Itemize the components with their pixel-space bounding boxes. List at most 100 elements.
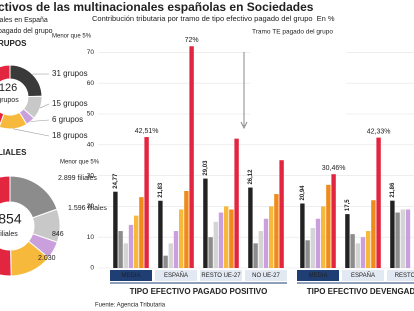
slice-label: 6 grupos	[52, 115, 83, 124]
chart-title: Contribución tributaria por tramo de tip…	[92, 14, 313, 23]
value-label: 72%	[185, 37, 199, 44]
bar	[350, 234, 355, 268]
bar	[371, 200, 376, 268]
bar	[123, 243, 128, 268]
bar	[355, 243, 360, 268]
group-label: TIPO EFECTIVO PAGADO POSITIVO	[130, 287, 268, 296]
bar	[315, 218, 321, 268]
bar	[331, 174, 336, 268]
bar	[248, 187, 253, 268]
y-tick-label: 30	[87, 172, 95, 179]
page-title: ctivos de las multinacionales españolas …	[0, 0, 314, 14]
bar	[405, 209, 411, 268]
x-tick-label: MEDIA	[121, 273, 140, 279]
y-tick-label: 70	[87, 49, 95, 56]
pie-center-unit: grupos	[0, 97, 19, 104]
bar	[234, 138, 239, 268]
bar	[139, 197, 144, 268]
bar	[128, 224, 134, 268]
slice-label: 1.596 filiales	[68, 205, 107, 212]
bar	[173, 231, 179, 268]
leader-line	[13, 128, 50, 137]
x-tick-label: ESPAÑA	[164, 272, 188, 279]
slice-label: 18 grupos	[52, 131, 88, 140]
value-label: 42,51%	[135, 128, 159, 135]
value-label: 26,12	[248, 169, 254, 185]
y-tick-label: 20	[87, 203, 95, 210]
bar	[395, 212, 400, 268]
bar	[274, 194, 279, 268]
pie-center-label: 126	[0, 82, 17, 94]
y-tick-label: 10	[87, 234, 95, 241]
bar	[134, 215, 139, 268]
pie-slice	[0, 111, 28, 130]
bar	[269, 206, 274, 268]
x-tick-label: RESTO UE-27	[201, 273, 241, 279]
bar	[184, 191, 189, 268]
legend-box	[250, 38, 346, 132]
bar	[113, 191, 118, 268]
bar	[189, 46, 194, 268]
slice-label: 31 grupos	[52, 69, 88, 78]
bar	[258, 231, 263, 268]
leader-line	[30, 119, 50, 122]
value-label: 20,94	[300, 185, 306, 201]
category-box	[297, 270, 339, 281]
category-box	[200, 270, 242, 281]
chart-unit: En %	[317, 14, 335, 23]
value-label: 21,86	[390, 182, 396, 198]
bar	[326, 184, 331, 268]
legend-arrow-head	[240, 121, 248, 130]
bar	[163, 255, 168, 268]
value-label: 42,33%	[367, 128, 391, 135]
category-box	[155, 270, 197, 281]
panel-subtitle: pagado del grupo	[0, 28, 53, 35]
slice-label: 846	[52, 231, 64, 238]
bar	[253, 243, 258, 268]
bar	[179, 209, 184, 268]
bar	[390, 200, 395, 268]
bar	[144, 137, 149, 268]
bar	[208, 237, 213, 268]
slice-label: 2.899 filiales	[58, 175, 97, 182]
value-label: 17,5	[345, 199, 351, 211]
leader-line	[39, 103, 50, 109]
pie-note: Menor que 5%	[60, 160, 100, 166]
y-tick-label: 60	[87, 80, 95, 87]
value-label: 29,03	[203, 160, 209, 176]
x-tick-label: RESTO U	[395, 273, 414, 279]
bar	[224, 206, 229, 268]
group-label: TIPO EFECTIVO DEVENGAD	[307, 287, 414, 296]
pie-slice	[0, 175, 12, 277]
value-label: 21,83	[158, 182, 164, 198]
y-tick-label: 0	[90, 265, 94, 272]
bar	[345, 214, 350, 268]
bar	[229, 209, 234, 268]
x-tick-label: ESPAÑA	[351, 272, 375, 279]
pie-slice	[0, 64, 11, 126]
bar	[360, 237, 366, 268]
bar	[366, 231, 371, 268]
y-tick-label: 50	[87, 111, 95, 118]
pie-center-unit: filiales	[0, 231, 18, 238]
bar	[310, 227, 315, 268]
bar	[168, 243, 173, 268]
x-tick-label: MEDIA	[308, 273, 327, 279]
legend-title: Tramo TE pagado del grupo	[252, 29, 333, 36]
x-tick-label: NO UE-27	[252, 273, 280, 279]
category-box	[110, 270, 152, 281]
slice-label: 15 grupos	[52, 99, 88, 108]
panel-title: LIALES	[0, 148, 27, 157]
category-box	[342, 270, 384, 281]
bar	[376, 137, 381, 268]
panel-subtitle: iales en España	[0, 17, 48, 24]
value-label: 30,46%	[322, 165, 346, 172]
bar	[118, 231, 123, 268]
bar	[321, 206, 326, 268]
bar	[305, 240, 310, 268]
bar	[279, 160, 284, 268]
category-box	[245, 270, 287, 281]
bar	[400, 209, 405, 268]
source: Fuente: Agencia Tributaria	[95, 303, 166, 309]
